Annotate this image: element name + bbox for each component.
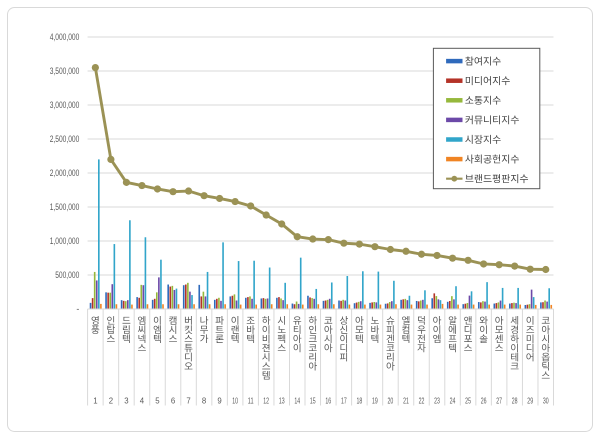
svg-text:8: 8 <box>202 396 206 405</box>
svg-text:14: 14 <box>294 396 300 405</box>
svg-text:5: 5 <box>155 396 160 405</box>
svg-text:15: 15 <box>310 396 316 405</box>
svg-text:3: 3 <box>124 396 128 405</box>
svg-text:4: 4 <box>140 396 145 405</box>
svg-text:25: 25 <box>465 396 471 405</box>
svg-text:4,000,000: 4,000,000 <box>50 32 80 42</box>
svg-text:28: 28 <box>512 396 518 405</box>
svg-text:6: 6 <box>171 396 175 405</box>
svg-text:27: 27 <box>496 396 502 405</box>
svg-text:9: 9 <box>217 396 221 405</box>
svg-text:23: 23 <box>434 396 440 405</box>
svg-text:20: 20 <box>388 396 394 405</box>
svg-text:2,000,000: 2,000,000 <box>50 168 80 178</box>
svg-text:26: 26 <box>481 396 487 405</box>
svg-text:11: 11 <box>248 396 254 405</box>
svg-text:30: 30 <box>543 396 549 405</box>
svg-text:17: 17 <box>341 396 347 405</box>
svg-text:10: 10 <box>232 396 238 405</box>
svg-text:13: 13 <box>279 396 285 405</box>
svg-text:12: 12 <box>263 396 269 405</box>
svg-text:18: 18 <box>356 396 362 405</box>
svg-text:16: 16 <box>325 396 331 405</box>
svg-text:500,000: 500,000 <box>55 270 79 280</box>
svg-text:7: 7 <box>186 396 190 405</box>
svg-text:-: - <box>76 304 79 314</box>
svg-text:19: 19 <box>372 396 378 405</box>
svg-text:3,500,000: 3,500,000 <box>50 66 80 76</box>
svg-text:24: 24 <box>450 396 456 405</box>
svg-text:1,000,000: 1,000,000 <box>50 236 80 246</box>
svg-text:22: 22 <box>419 396 425 405</box>
svg-text:29: 29 <box>527 396 533 405</box>
svg-text:3,000,000: 3,000,000 <box>50 100 80 110</box>
svg-text:2,500,000: 2,500,000 <box>50 134 80 144</box>
svg-text:21: 21 <box>403 396 409 405</box>
svg-text:1,500,000: 1,500,000 <box>50 202 80 212</box>
svg-text:2: 2 <box>109 396 113 405</box>
svg-text:1: 1 <box>93 396 97 405</box>
